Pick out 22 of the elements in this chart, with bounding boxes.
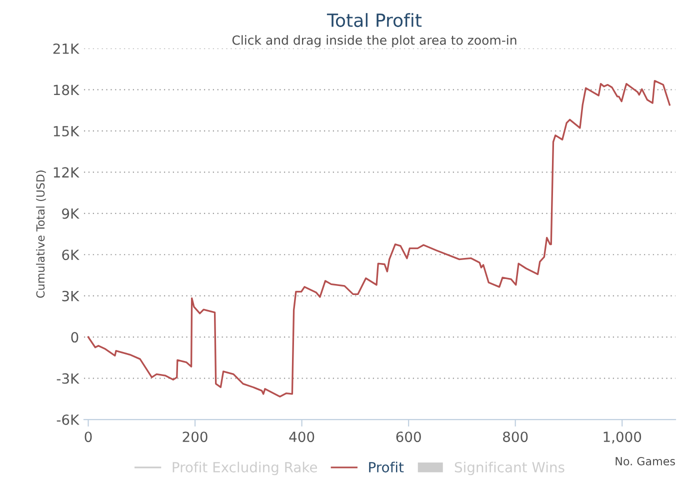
y-tick-label: 21K bbox=[53, 43, 80, 54]
x-tick-label: 400 bbox=[289, 432, 314, 442]
y-tick-label: 6K bbox=[62, 250, 80, 260]
x-tick-label: 800 bbox=[503, 432, 528, 442]
y-tick-label: 15K bbox=[54, 126, 80, 136]
line-series bbox=[87, 80, 670, 398]
y-tick-label: -6K bbox=[56, 414, 80, 425]
x-axis-title: No. Games bbox=[616, 457, 675, 466]
legend-label: Profit bbox=[369, 462, 404, 472]
x-tick-label: 1,000 bbox=[604, 432, 642, 444]
y-axis-title: Cumulative Total (USD) bbox=[36, 170, 46, 298]
chart-subtitle: Click and drag inside the plot area to zoom-in bbox=[232, 35, 516, 48]
x-tick-label: 0 bbox=[84, 432, 92, 442]
y-tick-label: 3K bbox=[62, 290, 80, 302]
y-tick-label: 12K bbox=[54, 167, 80, 178]
x-tick-label: 600 bbox=[396, 432, 421, 442]
y-tick-label: 18K bbox=[54, 84, 80, 96]
y-tick-label: 9K bbox=[62, 208, 80, 219]
y-tick-label: -3K bbox=[56, 373, 80, 384]
x-tick-label: 200 bbox=[182, 432, 208, 442]
y-tick-label: 0 bbox=[71, 332, 78, 343]
chart-title: Total Profit bbox=[326, 13, 422, 28]
